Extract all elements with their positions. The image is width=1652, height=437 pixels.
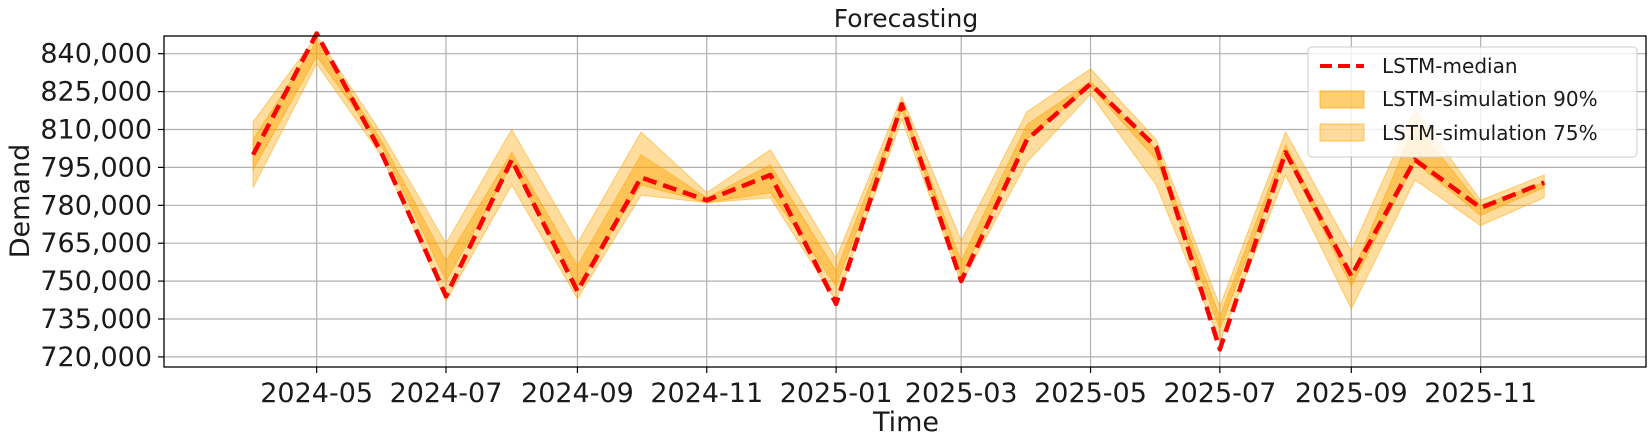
legend-90-swatch [1319,90,1365,109]
chart-title: Forecasting [834,4,978,33]
y-tick-label: 750,000 [40,266,152,297]
legend-median-label: LSTM-median [1382,54,1518,78]
y-axis-ticks: 720,000 735,000 750,000 765,000 780,000 795,0… [40,39,164,373]
x-tick-label: 2025-05 [1034,378,1147,409]
legend-75-swatch [1319,123,1365,142]
band-75-area [252,35,1545,344]
x-tick-label: 2024-11 [650,378,763,409]
legend-box [1307,46,1638,158]
band-90-area [252,40,1545,331]
forecast-bands [252,35,1545,344]
x-tick-label: 2025-09 [1295,378,1408,409]
x-tick-label: 2025-03 [905,378,1018,409]
y-tick-label: 795,000 [40,152,152,183]
y-tick-label: 735,000 [40,304,152,335]
plot-frame [163,35,1647,368]
median-series-line [251,31,1546,352]
x-tick-label: 2024-05 [260,378,373,409]
y-axis-label: Demand [5,144,36,259]
x-axis-label: Time [872,407,939,437]
x-tick-label: 2025-11 [1424,378,1537,409]
y-tick-label: 765,000 [40,228,152,259]
median-line [251,31,1546,352]
legend-90-label: LSTM-simulation 90% [1382,87,1598,111]
x-tick-label: 2024-09 [521,378,634,409]
y-tick-label: 720,000 [40,342,152,373]
y-tick-label: 825,000 [40,77,152,108]
x-tick-label: 2024-07 [390,378,503,409]
y-tick-label: 810,000 [40,114,152,145]
legend-75-label: LSTM-simulation 75% [1382,121,1598,145]
x-tick-label: 2025-07 [1163,378,1276,409]
legend: LSTM-median LSTM-simulation 90% LSTM-sim… [1307,46,1638,158]
y-tick-label: 840,000 [40,39,152,70]
x-tick-label: 2025-01 [780,378,893,409]
y-tick-label: 780,000 [40,190,152,221]
x-axis-ticks: 2024-05 2024-07 2024-09 2024-11 2025-01 2025-… [260,367,1537,409]
